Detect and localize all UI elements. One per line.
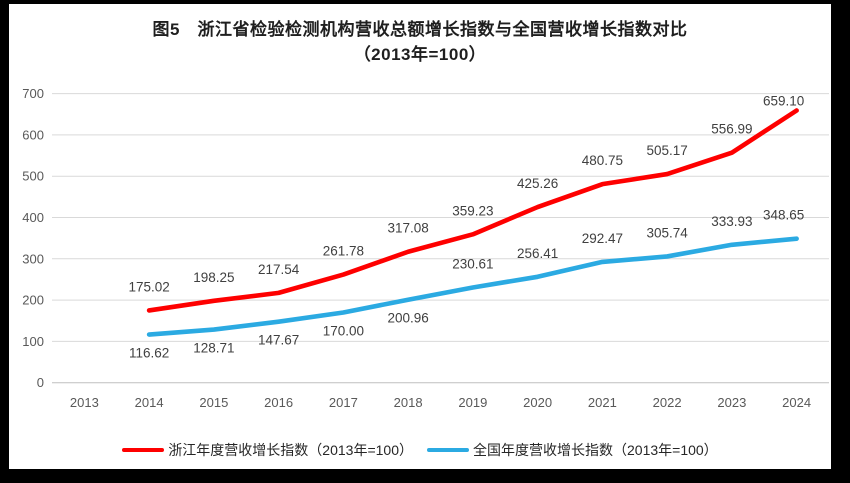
data-label-zhejiang: 261.78 bbox=[323, 244, 364, 259]
data-label-zhejiang: 556.99 bbox=[711, 122, 752, 137]
data-label-national: 116.62 bbox=[129, 346, 169, 361]
y-axis-tick-label: 500 bbox=[22, 169, 44, 184]
chart-title: 图5 浙江省检验检测机构营收总额增长指数与全国营收增长指数对比 （2013年=1… bbox=[9, 17, 831, 67]
legend-item-zhejiang: 浙江年度营收增长指数（2013年=100） bbox=[122, 440, 413, 460]
y-axis-tick-label: 100 bbox=[22, 334, 44, 349]
data-label-national: 292.47 bbox=[582, 231, 623, 246]
series-line-national bbox=[146, 236, 799, 337]
y-axis-tick-label: 700 bbox=[22, 86, 44, 101]
data-label-national: 348.65 bbox=[763, 208, 804, 223]
legend-item-national: 全国年度营收增长指数（2013年=100） bbox=[427, 440, 718, 460]
data-label-national: 200.96 bbox=[387, 311, 428, 326]
x-axis-tick-label: 2024 bbox=[782, 395, 811, 410]
x-axis-tick-label: 2013 bbox=[70, 395, 99, 410]
legend: 浙江年度营收增长指数（2013年=100） 全国年度营收增长指数（2013年=1… bbox=[9, 440, 831, 460]
x-axis-tick-label: 2022 bbox=[653, 395, 682, 410]
x-axis-tick-label: 2016 bbox=[264, 395, 293, 410]
x-axis-tick-label: 2020 bbox=[523, 395, 552, 410]
chart-title-line2: （2013年=100） bbox=[353, 45, 487, 64]
data-label-zhejiang: 480.75 bbox=[582, 153, 623, 168]
zhejiang-series-label: 浙江年度营收增长指数（2013年=100） bbox=[168, 442, 413, 458]
national-series-label: 全国年度营收增长指数（2013年=100） bbox=[473, 442, 718, 458]
data-label-zhejiang: 659.10 bbox=[763, 93, 804, 108]
y-axis-tick-label: 200 bbox=[22, 293, 44, 308]
data-label-national: 256.41 bbox=[517, 246, 558, 261]
data-label-national: 170.00 bbox=[323, 323, 364, 338]
data-label-national: 333.93 bbox=[711, 214, 752, 229]
x-axis-tick-label: 2014 bbox=[135, 395, 164, 410]
y-axis-tick-label: 600 bbox=[22, 127, 44, 142]
x-axis-tick-label: 2017 bbox=[329, 395, 358, 410]
data-label-zhejiang: 425.26 bbox=[517, 176, 558, 191]
zhejiang-series-swatch bbox=[122, 447, 165, 453]
data-label-national: 147.67 bbox=[258, 333, 299, 348]
data-label-national: 128.71 bbox=[193, 341, 234, 356]
data-label-zhejiang: 505.17 bbox=[646, 143, 687, 158]
data-label-zhejiang: 359.23 bbox=[452, 203, 493, 218]
data-label-zhejiang: 317.08 bbox=[387, 221, 428, 236]
y-axis-tick-label: 0 bbox=[37, 375, 44, 390]
x-axis-tick-label: 2021 bbox=[588, 395, 617, 410]
data-label-zhejiang: 198.25 bbox=[193, 270, 234, 285]
data-label-zhejiang: 217.54 bbox=[258, 262, 300, 277]
y-axis-tick-label: 300 bbox=[22, 251, 44, 266]
data-label-zhejiang: 175.02 bbox=[128, 279, 169, 294]
chart-title-line1: 图5 浙江省检验检测机构营收总额增长指数与全国营收增长指数对比 bbox=[152, 20, 688, 39]
national-series-swatch bbox=[427, 447, 469, 453]
x-axis-tick-label: 2023 bbox=[717, 395, 746, 410]
x-axis-tick-label: 2018 bbox=[394, 395, 423, 410]
data-label-national: 230.61 bbox=[452, 256, 493, 271]
series-line-zhejiang bbox=[146, 108, 799, 313]
y-axis-tick-label: 400 bbox=[22, 210, 44, 225]
x-axis-tick-label: 2015 bbox=[199, 395, 228, 410]
chart-window: 图5 浙江省检验检测机构营收总额增长指数与全国营收增长指数对比 （2013年=1… bbox=[9, 4, 831, 469]
x-axis-tick-label: 2019 bbox=[458, 395, 487, 410]
data-label-national: 305.74 bbox=[646, 225, 688, 240]
